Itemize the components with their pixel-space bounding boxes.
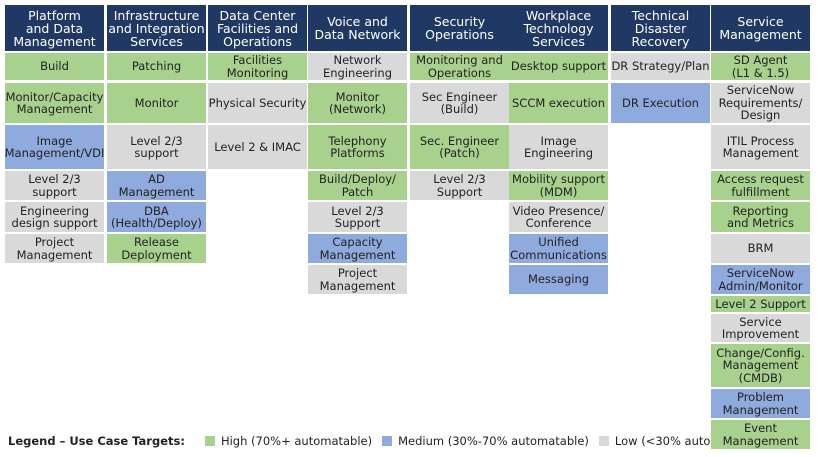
use-case-cell: Level 2 Support: [711, 296, 810, 312]
use-case-cell: Build: [5, 53, 104, 80]
use-case-cell: Release Deployment: [107, 234, 206, 263]
column-header: Technical Disaster Recovery: [611, 5, 710, 51]
legend-swatch: [204, 436, 215, 446]
use-case-cell: Facilities Monitoring: [208, 53, 307, 80]
use-case-cell: SCCM execution: [509, 83, 608, 123]
use-case-cell: Monitor (Network): [308, 83, 407, 123]
use-case-cell: Engineering design support: [5, 202, 104, 232]
use-case-cell: Monitor: [107, 83, 206, 123]
use-case-cell: Change/Config. Management (CMDB): [711, 344, 810, 387]
column-header: Platform and Data Management: [5, 5, 104, 51]
use-case-cell: Project Management: [5, 234, 104, 263]
use-case-cell: Service Improvement: [711, 314, 810, 342]
legend-title: Legend – Use Case Targets:: [8, 434, 185, 448]
use-case-cell: Physical Security: [208, 83, 307, 123]
use-case-cell: Telephony Platforms: [308, 125, 407, 169]
use-case-cell: Monitoring and Operations: [410, 53, 509, 80]
use-case-cell: Access request fulfillment: [711, 171, 810, 200]
use-case-cell: Image Engineering: [509, 125, 608, 169]
use-case-cell: Problem Management: [711, 389, 810, 418]
use-case-cell: Image Management/VDI: [5, 125, 104, 169]
use-case-cell: Project Management: [308, 265, 407, 294]
legend-swatch: [382, 436, 393, 446]
use-case-cell: Level 2 & IMAC: [208, 125, 307, 169]
use-case-cell: Video Presence/ Conference: [509, 202, 608, 232]
use-case-cell: Sec Engineer (Build): [410, 83, 509, 123]
use-case-cell: SD Agent (L1 & 1.5): [711, 53, 810, 80]
legend-label: High (70%+ automatable): [220, 434, 373, 448]
use-case-cell: DR Execution: [611, 83, 710, 123]
use-case-cell: Sec. Engineer (Patch): [410, 125, 509, 169]
column-header: Workplace Technology Services: [509, 5, 608, 51]
use-case-cell: Unified Communications: [509, 234, 608, 263]
use-case-cell: Level 2/3 support: [5, 171, 104, 200]
column-header: Service Management: [711, 5, 810, 51]
use-case-cell: Level 2/3 support: [107, 125, 206, 169]
use-case-cell: BRM: [711, 234, 810, 263]
use-case-cell: AD Management: [107, 171, 206, 200]
use-case-cell: Monitor/Capacity Management: [5, 83, 104, 123]
legend-label: Medium (30%-70% automatable): [398, 434, 589, 448]
use-case-cell: Event Management: [711, 420, 810, 449]
use-case-cell: ServiceNow Admin/Monitor: [711, 265, 810, 294]
use-case-cell: Messaging: [509, 265, 608, 294]
use-case-cell: DR Strategy/Plan: [611, 53, 710, 80]
use-case-cell: Build/Deploy/ Patch: [308, 171, 407, 200]
column-header: Voice and Data Network: [308, 5, 407, 51]
legend-swatch: [598, 436, 609, 446]
use-case-cell: Level 2/3 Support: [410, 171, 509, 200]
legend: Legend – Use Case Targets: High (70%+ au…: [8, 434, 762, 448]
use-case-cell: Reporting and Metrics: [711, 202, 810, 232]
use-case-cell: ITIL Process Management: [711, 125, 810, 169]
use-case-cell: Patching: [107, 53, 206, 80]
use-case-cell: Level 2/3 Support: [308, 202, 407, 232]
column-header: Security Operations: [410, 5, 509, 51]
use-case-cell: Mobility support (MDM): [509, 171, 608, 200]
column-header: Data Center Facilities and Operations: [208, 5, 307, 51]
use-case-cell: Capacity Management: [308, 234, 407, 263]
use-case-cell: Network Engineering: [308, 53, 407, 80]
column-header: Infrastructure and Integration Services: [107, 5, 206, 51]
use-case-cell: ServiceNow Requirements/ Design: [711, 83, 810, 123]
use-case-cell: Desktop support: [509, 53, 608, 80]
use-case-cell: DBA (Health/Deploy): [107, 202, 206, 232]
